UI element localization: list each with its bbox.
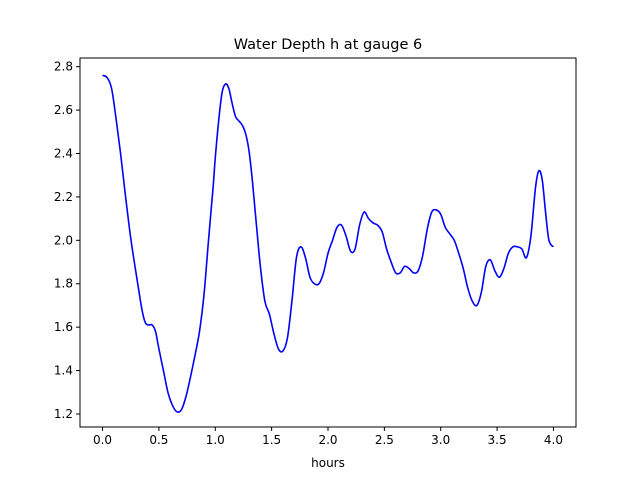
y-tick-label: 2.4	[54, 147, 73, 161]
series-layer	[102, 74, 555, 413]
series-line	[102, 74, 555, 413]
y-axis-ticks: 1.2 1.4 1.6 1.8 2.0 2.2 2.4 2.6 2.8	[54, 60, 80, 421]
y-tick-label: 1.8	[54, 277, 73, 291]
plot-area	[79, 57, 577, 428]
y-tick-label: 2.8	[54, 60, 73, 74]
x-tick-label: 1.0	[206, 433, 225, 447]
y-tick-label: 1.2	[54, 407, 73, 421]
y-tick-label: 1.4	[54, 364, 73, 378]
x-axis-ticks: 0.0 0.5 1.0 1.5 2.0 2.5 3.0 3.5 4.0	[93, 427, 563, 447]
x-tick-label: 4.0	[544, 433, 563, 447]
x-tick-label: 0.5	[149, 433, 168, 447]
x-tick-label: 2.0	[318, 433, 337, 447]
y-tick-label: 2.6	[54, 103, 73, 117]
y-tick-label: 2.2	[54, 190, 73, 204]
y-tick-label: 1.6	[54, 320, 73, 334]
x-axis-label: hours	[311, 456, 345, 470]
x-tick-label: 1.5	[262, 433, 281, 447]
x-tick-label: 3.5	[488, 433, 507, 447]
x-tick-label: 2.5	[375, 433, 394, 447]
x-tick-label: 3.0	[431, 433, 450, 447]
axes-background	[80, 58, 576, 427]
chart-title: Water Depth h at gauge 6	[234, 37, 422, 53]
y-tick-label: 2.0	[54, 233, 73, 247]
x-tick-label: 0.0	[93, 433, 112, 447]
